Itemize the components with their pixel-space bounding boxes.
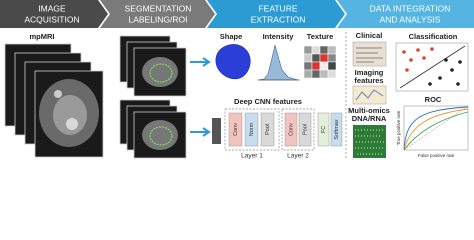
cnn-block [244,112,259,147]
decision-boundary [399,45,466,89]
texture-cell [327,45,337,55]
cnn-block [298,112,312,147]
step-title: DATA INTEGRATION [370,3,451,13]
feature-label: Intensity [263,32,295,41]
point [456,82,460,86]
texture-grid [303,45,337,79]
step-title: FEATURE [258,3,297,13]
chance-line [403,105,469,151]
input-label: Multi-omics [348,106,390,115]
texture-cell [303,45,313,55]
step-arrow [0,0,108,28]
point [450,68,454,72]
cnn-title: Deep CNN features [234,97,302,106]
block-label: Conv [233,123,239,136]
input-label: features [354,76,383,85]
imaging-features-icon [355,89,384,101]
cnn-block [260,112,275,147]
layer-box [281,108,315,151]
cnn-input [212,118,221,144]
cnn-block [228,112,243,147]
point [430,47,434,51]
cnn-block [284,112,298,147]
roc-curve [403,106,469,151]
arrow [190,127,211,137]
feature-label: Shape [220,32,243,41]
point [416,48,420,52]
point [409,58,413,62]
point [422,56,426,60]
cnn-block [317,112,330,147]
block-label: Softmax [334,119,340,139]
layer-box [224,108,280,151]
mri-anatomy [66,118,78,130]
step-title: SEGMENTATION [125,3,192,13]
roc-curve [403,108,469,151]
texture-cell [303,53,313,63]
block-label: Pool [302,124,308,135]
step-title: AND ANALYSIS [380,14,441,24]
texture-cell [319,53,329,63]
input-label: Imaging [355,68,384,77]
cnn-block [330,112,343,147]
clinical-icon [356,47,383,63]
x-axis-label: False positive rate [418,153,455,158]
imaging-features-icon [352,85,387,105]
layer-label: Layer 2 [287,153,309,160]
roi-outline [149,126,173,146]
mri-anatomy [53,95,87,135]
step-title: EXTRACTION [251,14,306,24]
input-label: DNA/RNA [352,114,387,123]
roc-title: ROC [425,95,442,104]
texture-cell [311,53,321,63]
point [438,76,442,80]
texture-cell [303,61,313,71]
histogram [257,44,299,81]
texture-cell [319,69,329,79]
roi-outline [149,63,173,83]
texture-cell [319,61,329,71]
texture-cell [311,69,321,79]
arrow [190,57,211,67]
step-arrow [100,0,215,28]
texture-cell [303,69,313,79]
texture-cell [311,45,321,55]
step-title: ACQUISITION [24,14,79,24]
step-arrow [337,0,474,28]
mri-anatomy [54,90,62,98]
block-label: Conv [288,123,294,136]
step-title: LABELING/ROI [128,14,187,24]
point [458,60,462,64]
shape-render [215,44,251,80]
texture-cell [327,61,337,71]
pipeline-diagram: IMAGE ACQUISITION SEGMENTATION LABELING/… [0,0,474,160]
step-arrow [207,0,345,28]
block-label: Pool [265,124,271,135]
feature-label: Texture [307,32,334,41]
mri-label: mpMRI [30,32,55,41]
step-title: IMAGE [38,3,66,13]
block-label: Norm [249,122,255,136]
omics-heatmap [353,125,386,158]
input-label: Clinical [356,31,383,40]
roc-curve [403,111,469,151]
classification-title: Classification [409,32,458,41]
point [405,68,409,72]
point [428,82,432,86]
y-axis-label: True positive rate [396,110,401,145]
point [444,58,448,62]
texture-cell [311,61,321,71]
texture-cell [327,69,337,79]
texture-cell [327,53,337,63]
point [402,50,406,54]
omics-heatmap [355,129,384,155]
block-label: FC [321,126,327,133]
class-points [402,47,462,86]
layer-label: Layer 1 [241,153,263,160]
texture-cell [319,45,329,55]
